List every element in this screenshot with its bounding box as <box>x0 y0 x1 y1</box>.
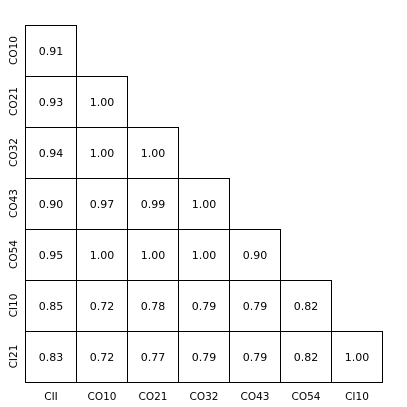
x-tick-label-co21: CO21 <box>139 391 168 403</box>
x-tick-label-co32: CO32 <box>190 391 219 403</box>
matrix-cell-co54-co10 <box>76 229 128 281</box>
cell-value-label: 1.00 <box>192 249 217 262</box>
cell-value-label: 0.72 <box>90 351 115 364</box>
cell-value-label: 1.00 <box>90 96 115 109</box>
x-tick-label-co43: CO43 <box>241 391 270 403</box>
cell-value-label: 0.94 <box>39 147 64 160</box>
matrix-cell-ci21-ci10 <box>331 331 383 383</box>
y-tick-label-co10: CO10 <box>8 36 20 65</box>
y-tick-label-ci10: CI10 <box>8 294 20 318</box>
matrix-cell-ci10-cii <box>25 280 77 332</box>
matrix-cell-ci10-co32 <box>178 280 230 332</box>
cell-value-label: 0.90 <box>39 198 64 211</box>
cell-value-label: 0.91 <box>39 45 64 58</box>
cell-value-label: 0.90 <box>243 249 268 262</box>
cell-value-label: 1.00 <box>345 351 370 364</box>
cell-value-label: 0.93 <box>39 96 64 109</box>
x-tick-label-cii: CII <box>44 391 58 403</box>
cell-value-label: 1.00 <box>141 147 166 160</box>
cell-value-label: 0.79 <box>192 351 217 364</box>
y-tick-label-co32: CO32 <box>8 138 20 167</box>
matrix-cell-co21-cii <box>25 76 77 128</box>
y-tick-label-co43: CO43 <box>8 189 20 218</box>
cell-value-label: 0.85 <box>39 300 64 313</box>
matrix-cell-co32-co21 <box>127 127 179 179</box>
y-tick-label-ci21: CI21 <box>8 345 20 369</box>
cell-value-label: 1.00 <box>90 147 115 160</box>
cell-value-label: 0.82 <box>294 300 319 313</box>
matrix-cell-co43-co32 <box>178 178 230 230</box>
matrix-cell-ci21-cii <box>25 331 77 383</box>
cell-value-label: 0.99 <box>141 198 166 211</box>
cell-value-label: 0.97 <box>90 198 115 211</box>
y-tick-label-co21: CO21 <box>8 87 20 116</box>
cell-value-label: 1.00 <box>141 249 166 262</box>
matrix-cell-ci10-co43 <box>229 280 281 332</box>
matrix-cells: 0.91 0.93 1.00 0.94 1.00 1.00 0.90 0.97 0.99 1.00… <box>25 25 383 383</box>
matrix-cell-ci10-co54 <box>280 280 332 332</box>
matrix-cell-co54-co32 <box>178 229 230 281</box>
matrix-cell-ci21-co32 <box>178 331 230 383</box>
cell-value-label: 0.79 <box>243 351 268 364</box>
matrix-cell-ci10-co21 <box>127 280 179 332</box>
matrix-cell-co10-cii <box>25 25 77 77</box>
matrix-cell-co21-co10 <box>76 76 128 128</box>
matrix-cell-co43-co10 <box>76 178 128 230</box>
x-tick-label-ci10: CI10 <box>345 391 369 403</box>
matrix-cell-ci10-co10 <box>76 280 128 332</box>
cell-value-label: 0.79 <box>192 300 217 313</box>
cell-value-label: 0.72 <box>90 300 115 313</box>
cell-value-label: 1.00 <box>90 249 115 262</box>
y-tick-label-co54: CO54 <box>8 240 20 269</box>
x-tick-label-co54: CO54 <box>292 391 321 403</box>
matrix-cell-ci21-co54 <box>280 331 332 383</box>
y-axis-ticks: CO10 CO21 CO32 CO43 CO54 CI10 CI21 <box>8 36 20 368</box>
cell-value-label: 0.83 <box>39 351 64 364</box>
matrix-cell-ci21-co10 <box>76 331 128 383</box>
cell-value-label: 0.82 <box>294 351 319 364</box>
cell-value-label: 1.00 <box>192 198 217 211</box>
cell-value-label: 0.78 <box>141 300 166 313</box>
x-tick-label-co10: CO10 <box>88 391 117 403</box>
cell-value-label: 0.77 <box>141 351 166 364</box>
cell-value-label: 0.95 <box>39 249 64 262</box>
x-axis-ticks: CII CO10 CO21 CO32 CO43 CO54 CI10 <box>44 391 369 403</box>
cell-value-label: 0.79 <box>243 300 268 313</box>
